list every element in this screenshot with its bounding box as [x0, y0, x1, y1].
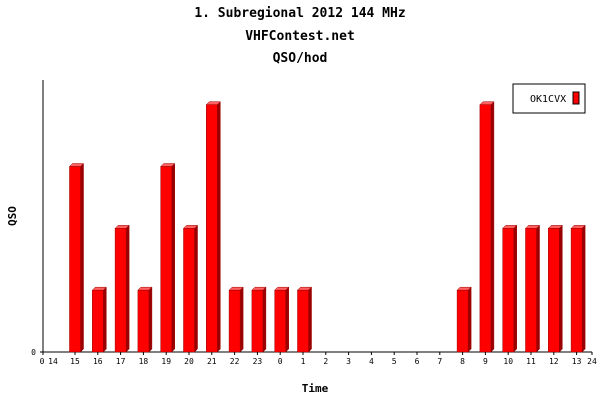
x-axis-origin-label: 0	[40, 357, 45, 366]
bar-side	[171, 162, 175, 353]
x-tick-label: 15	[70, 357, 80, 366]
bar	[137, 286, 153, 353]
x-tick-label: 8	[460, 357, 465, 366]
bar-side	[148, 286, 153, 353]
legend: OK1CVX	[512, 83, 586, 114]
bar	[479, 101, 495, 353]
bar	[68, 162, 85, 353]
bar-front	[456, 289, 469, 353]
bar-front	[297, 289, 309, 353]
bar-side	[103, 286, 107, 353]
bar-front	[479, 104, 492, 353]
bar-side	[239, 286, 244, 353]
x-tick-label: 6	[415, 357, 420, 366]
x-tick-label: 18	[139, 357, 149, 366]
bar	[205, 101, 221, 353]
bar-front	[274, 289, 286, 353]
x-tick-label: 23	[253, 357, 263, 366]
x-tick-label: 10	[503, 357, 513, 366]
bar	[547, 224, 563, 353]
bar-front	[206, 104, 218, 353]
x-axis-end-label: 24	[587, 357, 597, 366]
y-tick-label-zero: 0	[31, 348, 36, 357]
bar	[114, 224, 130, 353]
bar-side	[285, 286, 289, 353]
bar-front	[228, 289, 241, 353]
legend-swatch	[572, 91, 580, 105]
bar-side	[194, 224, 198, 353]
bar-front	[92, 289, 104, 353]
bar	[251, 286, 267, 353]
bar	[160, 162, 176, 353]
x-tick-label: 21	[207, 357, 217, 366]
bar-side	[581, 224, 586, 353]
x-axis-start-label: 14	[48, 357, 58, 366]
bar	[182, 224, 199, 353]
bar-front	[114, 228, 127, 353]
x-tick-label: 4	[369, 357, 374, 366]
y-axis-label: QSO	[6, 206, 19, 226]
x-tick-label: 20	[184, 357, 194, 366]
bar-side	[536, 224, 540, 353]
bar-side	[125, 224, 130, 353]
bar-front	[137, 289, 150, 353]
bar	[228, 286, 244, 353]
bar-front	[502, 228, 514, 353]
bar	[456, 286, 472, 353]
bar-side	[467, 286, 472, 353]
bar-side	[559, 224, 563, 353]
x-tick-label: 5	[392, 357, 397, 366]
x-tick-label: 2	[323, 357, 328, 366]
x-tick-label: 16	[93, 357, 103, 366]
x-tick-label: 13	[572, 357, 582, 366]
bar-side	[80, 162, 84, 353]
bar-group	[68, 101, 586, 353]
bar-side	[490, 101, 495, 353]
bar	[502, 224, 518, 353]
bar-front	[570, 228, 583, 353]
bar-side	[513, 224, 517, 353]
x-tick-label: 11	[526, 357, 536, 366]
x-axis-label: Time	[302, 382, 329, 395]
bar	[570, 224, 586, 353]
bar	[524, 224, 541, 353]
bar-front	[160, 166, 172, 353]
bar-front	[69, 166, 81, 353]
x-tick-label: 3	[346, 357, 351, 366]
bar	[91, 286, 107, 353]
x-tick-label: 0	[278, 357, 283, 366]
x-tick-group: 15 16 17 18 19 20 21 22 23 0 1 2 3 4 5 6 7 8 9 10 11 12 13	[70, 352, 582, 366]
bar-front	[548, 228, 560, 353]
bar-side	[308, 286, 312, 353]
bar-front	[251, 289, 264, 353]
bar	[274, 286, 290, 353]
x-tick-label: 22	[230, 357, 240, 366]
chart-subtitle: VHFContest.net	[245, 29, 355, 44]
bar-side	[217, 101, 221, 353]
x-tick-label: 12	[549, 357, 559, 366]
x-tick-label: 19	[161, 357, 171, 366]
bar	[296, 286, 313, 353]
x-tick-label: 9	[483, 357, 488, 366]
x-tick-label: 17	[116, 357, 126, 366]
x-tick-label: 7	[437, 357, 442, 366]
chart-title: 1. Subregional 2012 144 MHz	[194, 6, 406, 21]
bar-front	[525, 228, 537, 353]
chart-unit-subtitle: QSO/hod	[272, 51, 328, 66]
legend-label: OK1CVX	[530, 94, 566, 105]
bar-front	[183, 228, 195, 353]
x-tick-label: 1	[301, 357, 306, 366]
bar-side	[262, 286, 267, 353]
